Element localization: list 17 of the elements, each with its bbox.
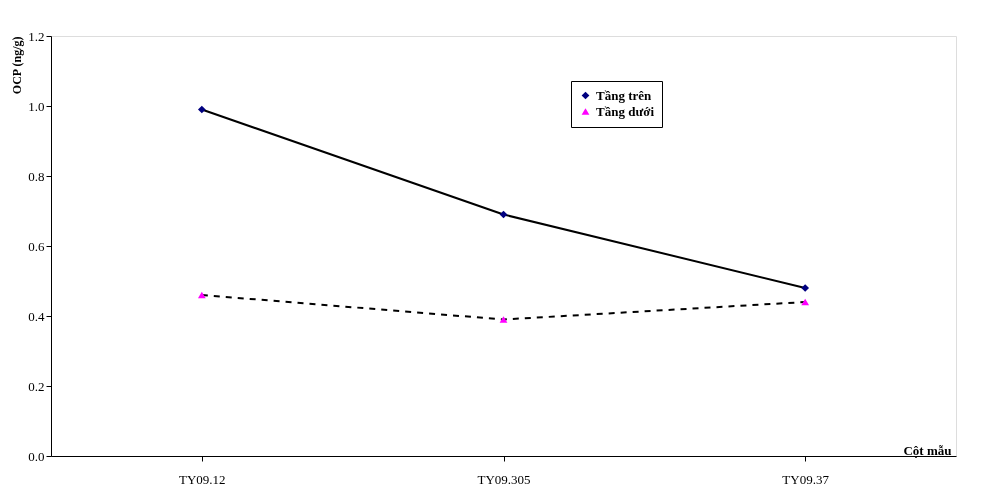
y-tick-label: 0.4: [28, 308, 45, 324]
x-tick-label: TY09.305: [477, 471, 531, 487]
x-axis-title: Cột mẫu: [903, 442, 952, 458]
legend-label: Tầng dưới: [596, 103, 655, 119]
y-tick-label: 0.0: [28, 448, 45, 464]
point: [801, 284, 810, 292]
x-tick-label: TY09.12: [179, 471, 226, 487]
x-tick-label: TY09.37: [782, 471, 830, 487]
y-tick-label: 1.2: [28, 28, 45, 44]
y-axis-title: OCP (ng/g): [10, 36, 25, 95]
y-tick-label: 0.2: [28, 378, 45, 394]
legend-label: Tầng trên: [596, 87, 653, 103]
point: [499, 316, 508, 323]
y-tick-label: 1.0: [28, 98, 45, 114]
y-tick-label: 0.8: [28, 168, 45, 184]
point: [197, 105, 206, 114]
y-tick-label: 0.6: [28, 238, 45, 254]
